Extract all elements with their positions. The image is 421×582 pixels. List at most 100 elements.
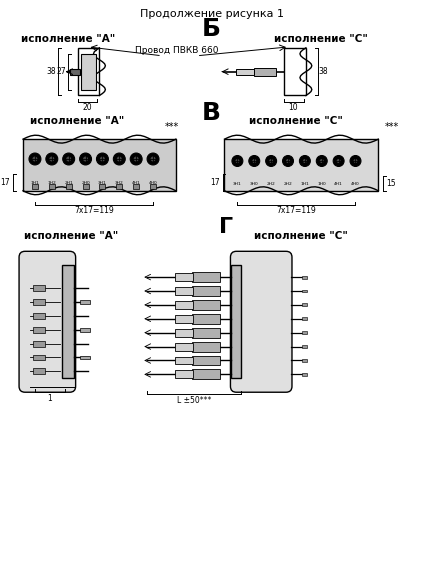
Bar xyxy=(192,286,219,296)
Text: исполнение "А": исполнение "А" xyxy=(21,34,115,44)
Bar xyxy=(32,184,38,189)
Text: 3Н0: 3Н0 xyxy=(250,182,258,186)
Circle shape xyxy=(235,159,240,163)
Text: 17: 17 xyxy=(210,178,219,187)
Text: Провод ПВКВ 660: Провод ПВКВ 660 xyxy=(135,47,218,55)
Bar xyxy=(302,331,307,334)
Text: 1Н2: 1Н2 xyxy=(48,181,56,185)
Text: 27: 27 xyxy=(56,67,66,76)
Circle shape xyxy=(282,155,293,166)
Bar xyxy=(302,373,307,376)
FancyBboxPatch shape xyxy=(19,251,76,392)
Text: 1Н0: 1Н0 xyxy=(317,182,326,186)
Text: исполнение "С": исполнение "С" xyxy=(254,232,348,242)
Text: 1Н1: 1Н1 xyxy=(301,182,309,186)
Circle shape xyxy=(269,159,273,163)
Circle shape xyxy=(80,153,91,165)
Circle shape xyxy=(49,157,54,161)
Bar xyxy=(83,184,88,189)
Text: исполнение "С": исполнение "С" xyxy=(274,34,368,44)
Text: В: В xyxy=(202,101,221,125)
Bar xyxy=(150,184,156,189)
Bar xyxy=(33,354,45,360)
Circle shape xyxy=(303,159,307,163)
Bar xyxy=(62,265,74,378)
Text: 4Н1: 4Н1 xyxy=(334,182,343,186)
Bar xyxy=(77,48,99,95)
Text: исполнение "А": исполнение "А" xyxy=(30,116,125,126)
Circle shape xyxy=(63,153,75,165)
Circle shape xyxy=(113,153,125,165)
Text: ***: *** xyxy=(385,122,400,132)
Bar xyxy=(80,356,90,360)
Text: 4Н0: 4Н0 xyxy=(351,182,360,186)
Text: 7x17=119: 7x17=119 xyxy=(74,206,114,215)
Text: Г: Г xyxy=(219,218,234,237)
Circle shape xyxy=(232,155,243,166)
Bar xyxy=(70,69,80,74)
Text: 38: 38 xyxy=(46,67,56,76)
Circle shape xyxy=(151,157,155,161)
Circle shape xyxy=(83,157,88,161)
Bar xyxy=(33,368,45,374)
Circle shape xyxy=(96,153,108,165)
Text: 10: 10 xyxy=(288,103,298,112)
Circle shape xyxy=(320,159,324,163)
Bar xyxy=(192,342,219,352)
Text: 2Н2: 2Н2 xyxy=(284,182,293,186)
Bar xyxy=(175,315,193,323)
Text: L ±50***: L ±50*** xyxy=(177,396,211,404)
Text: 4Н0: 4Н0 xyxy=(149,181,157,185)
Bar xyxy=(284,48,306,95)
Bar xyxy=(302,303,307,306)
Bar xyxy=(232,265,241,378)
Text: 3Н1: 3Н1 xyxy=(233,182,242,186)
Text: 2Н0: 2Н0 xyxy=(81,181,90,185)
Bar xyxy=(66,184,72,189)
Bar xyxy=(175,343,193,350)
Text: 4Н1: 4Н1 xyxy=(132,181,141,185)
Bar xyxy=(133,184,139,189)
Circle shape xyxy=(337,159,341,163)
Text: 38: 38 xyxy=(318,67,328,76)
Bar xyxy=(23,139,176,191)
Circle shape xyxy=(147,153,159,165)
Circle shape xyxy=(32,157,37,161)
Bar xyxy=(302,276,307,279)
Bar xyxy=(302,359,307,362)
Text: Б: Б xyxy=(202,17,221,41)
Bar xyxy=(80,328,90,332)
Text: ***: *** xyxy=(165,122,179,132)
Circle shape xyxy=(252,159,256,163)
Text: 2Н2: 2Н2 xyxy=(267,182,275,186)
FancyBboxPatch shape xyxy=(230,251,292,392)
Bar xyxy=(302,317,307,320)
Bar xyxy=(302,289,307,293)
Text: 2Н1: 2Н1 xyxy=(64,181,73,185)
Bar xyxy=(175,287,193,295)
Bar xyxy=(175,273,193,281)
Circle shape xyxy=(354,159,357,163)
Bar xyxy=(192,356,219,365)
Circle shape xyxy=(130,153,142,165)
Text: 3Н2: 3Н2 xyxy=(115,181,124,185)
Text: 1Н1: 1Н1 xyxy=(31,181,39,185)
Circle shape xyxy=(316,155,327,166)
Text: исполнение "А": исполнение "А" xyxy=(24,232,118,242)
Text: 20: 20 xyxy=(83,103,92,112)
Circle shape xyxy=(299,155,310,166)
Bar xyxy=(80,300,90,304)
Text: 17: 17 xyxy=(0,178,10,187)
Bar xyxy=(175,357,193,364)
Text: Продолжение рисунка 1: Продолжение рисунка 1 xyxy=(140,9,284,19)
Bar xyxy=(192,272,219,282)
Circle shape xyxy=(100,157,105,161)
Bar xyxy=(175,370,193,378)
Circle shape xyxy=(134,157,139,161)
Bar xyxy=(33,299,45,305)
Bar xyxy=(192,300,219,310)
Text: 15: 15 xyxy=(386,179,396,188)
Bar xyxy=(33,327,45,333)
Bar xyxy=(192,370,219,379)
Bar xyxy=(33,313,45,319)
